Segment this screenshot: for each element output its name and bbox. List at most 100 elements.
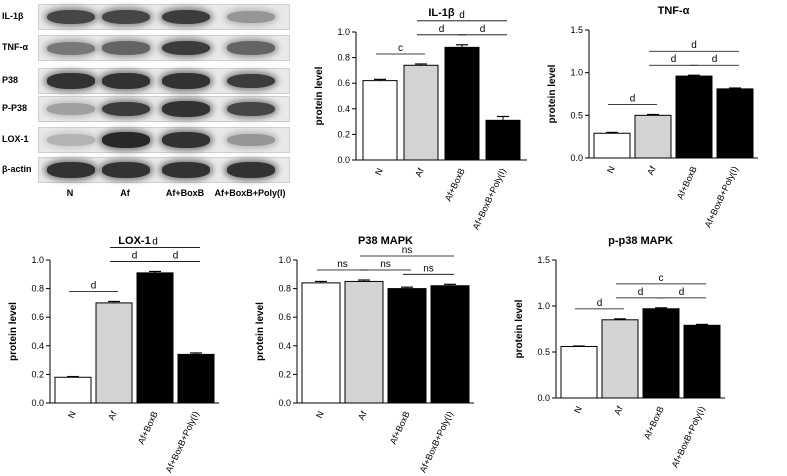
y-axis-label: protein level	[255, 302, 266, 361]
y-tick-label: 1.0	[31, 255, 44, 265]
x-tick-label: Af+BoxB+Poly(I)	[670, 405, 707, 470]
western-blot-panel: IL-1β TNF-α P38 P-P38 LOX-1 β-actin N Af Af+BoxB…	[0, 0, 290, 210]
significance-label: d	[132, 250, 138, 261]
significance-label: ns	[337, 259, 348, 270]
y-tick-label: 1.0	[537, 301, 550, 311]
significance-label: d	[480, 24, 486, 35]
chart-tnfa: TNF-α 0.0 0.5 1.0 1.5 protein level N Af Af+BoxB…	[547, 5, 758, 229]
blot-band	[102, 41, 150, 55]
significance-label: ns	[402, 245, 413, 256]
significance-label: d	[173, 250, 179, 261]
blot-band	[227, 10, 275, 24]
blot-lane-label: Af+BoxB+Poly(I)	[214, 188, 286, 198]
y-tick-label: 0.2	[337, 129, 350, 139]
blot-band	[162, 9, 210, 25]
blot-band	[102, 73, 150, 89]
chart-title: IL-1β	[428, 7, 455, 19]
x-tick-label: N	[572, 405, 584, 415]
y-tick-label: 1.0	[570, 68, 583, 78]
y-tick-label: 1.5	[570, 25, 583, 35]
y-tick-label: 1.0	[278, 255, 291, 265]
bar	[136, 272, 174, 404]
y-tick-label: 0.0	[337, 155, 350, 165]
blot-band	[47, 134, 95, 146]
y-tick-label: 0.8	[278, 284, 291, 294]
bar	[716, 88, 754, 159]
x-tick-label: Af+BoxB+Poly(I)	[418, 410, 455, 475]
blot-row-label: P-P38	[2, 103, 28, 113]
y-tick-label: 0.8	[31, 284, 44, 294]
blot-strip	[38, 35, 290, 61]
x-tick-label: Af	[413, 166, 426, 178]
chart-title: LOX-1	[118, 235, 150, 247]
blot-row-label: β-actin	[2, 164, 32, 174]
bar	[387, 288, 427, 404]
bar	[301, 282, 341, 404]
y-tick-label: 0.0	[31, 398, 44, 408]
y-tick-label: 0.2	[278, 369, 291, 379]
bar	[403, 64, 439, 161]
bar	[95, 302, 133, 404]
significance-label: d	[152, 236, 158, 247]
blot-band	[162, 162, 210, 178]
x-tick-label: N	[373, 167, 385, 177]
chart-il1b: IL-1β 0.0 0.2 0.4 0.6 0.8 1.0 protein level N Af A…	[314, 7, 527, 231]
chart-title: P38 MAPK	[358, 235, 413, 247]
y-tick-label: 0.5	[570, 110, 583, 120]
x-tick-label: Af+BoxB	[136, 410, 160, 446]
blot-band	[47, 41, 95, 55]
y-tick-label: 0.4	[337, 104, 350, 114]
blot-band	[47, 73, 95, 89]
x-tick-label: Af	[612, 404, 625, 416]
blot-band	[227, 101, 275, 117]
bar	[430, 285, 470, 404]
blot-band	[47, 9, 95, 25]
bar	[601, 319, 639, 399]
bar	[54, 376, 92, 404]
chart-title: TNF-α	[658, 5, 690, 17]
y-tick-label: 0.0	[570, 153, 583, 163]
blot-row-label: TNF-α	[2, 42, 29, 52]
significance-label: d	[691, 40, 697, 51]
blot-row-label: IL-1β	[2, 11, 24, 21]
x-tick-label: N	[66, 410, 78, 420]
y-tick-label: 0.2	[31, 369, 44, 379]
blot-strip	[38, 127, 290, 153]
y-tick-label: 0.5	[537, 347, 550, 357]
blot-band	[162, 73, 210, 89]
y-axis-label: protein level	[314, 66, 325, 125]
blot-band	[227, 162, 275, 178]
blot-band	[162, 101, 210, 117]
y-axis-label: protein level	[547, 64, 558, 123]
x-tick-label: Af+BoxB+Poly(I)	[703, 165, 740, 230]
blot-band	[102, 101, 150, 117]
significance-label: d	[638, 287, 644, 298]
blot-band	[227, 41, 275, 55]
y-tick-label: 0.0	[278, 398, 291, 408]
y-axis-label: protein level	[514, 299, 525, 358]
x-tick-label: Af+BoxB+Poly(I)	[164, 410, 201, 475]
chart-p38-mapk: P38 MAPK 0.0 0.2 0.4 0.6 0.8 1.0 protein level N…	[255, 235, 474, 475]
bar	[560, 345, 598, 399]
blot-band	[227, 133, 275, 147]
bar	[675, 75, 713, 159]
x-tick-label: Af+BoxB	[388, 410, 412, 446]
bar	[177, 353, 215, 404]
x-tick-label: Af	[356, 409, 369, 421]
x-tick-label: Af+BoxB	[642, 405, 666, 441]
y-tick-label: 0.0	[537, 393, 550, 403]
significance-label: d	[679, 287, 685, 298]
x-tick-label: N	[314, 410, 326, 420]
bar	[485, 119, 521, 161]
blot-band	[227, 73, 275, 89]
blot-lane-label: N	[66, 188, 74, 198]
significance-label: ns	[423, 263, 434, 274]
blot-strip	[38, 96, 290, 122]
y-tick-label: 0.6	[337, 78, 350, 88]
blot-band	[162, 132, 210, 148]
blot-lane-label: Af+BoxB	[165, 188, 205, 198]
blot-strip	[38, 4, 290, 30]
bar	[362, 80, 398, 161]
y-tick-label: 1.5	[537, 255, 550, 265]
chart-p-p38-mapk: p-p38 MAPK 0.0 0.5 1.0 1.5 protein level N Af Af…	[514, 235, 725, 470]
